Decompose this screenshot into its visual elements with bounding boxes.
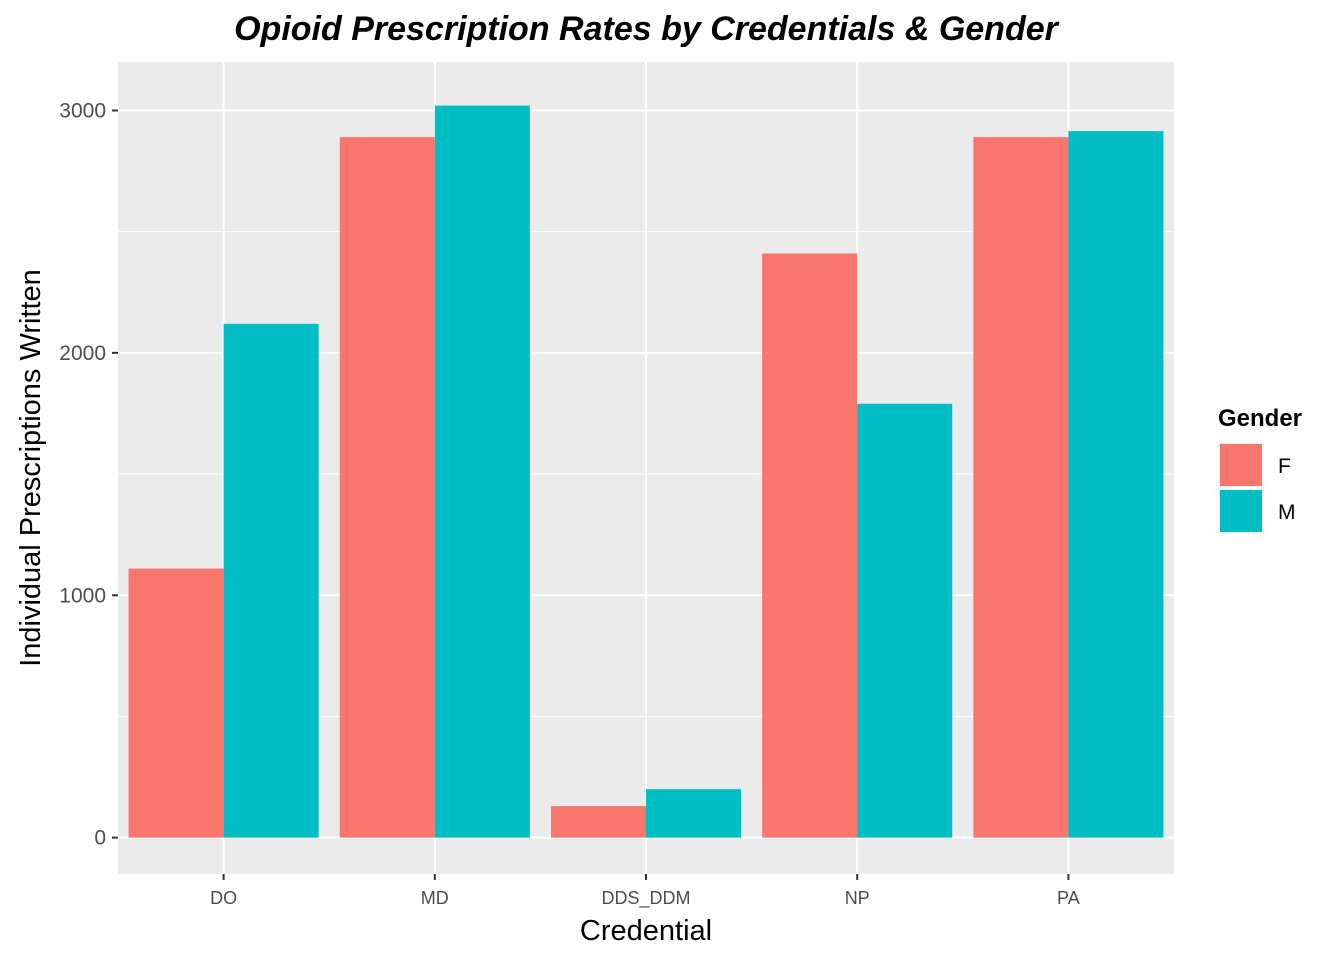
legend-label-m: M [1278, 501, 1296, 524]
bar-dds_ddm-m [646, 789, 742, 838]
bar-md-f [339, 137, 435, 838]
bars [128, 105, 1164, 838]
x-tick-label: DDS_DDM [601, 888, 690, 909]
legend-swatch-f [1220, 444, 1262, 486]
legend-title: Gender [1218, 405, 1302, 432]
x-axis-title: Credential [580, 915, 712, 947]
bar-np-f [762, 253, 858, 838]
bar-pa-f [973, 137, 1069, 838]
y-tick-label: 2000 [59, 342, 106, 365]
bar-md-m [434, 105, 530, 838]
bar-do-m [223, 323, 319, 838]
bar-pa-m [1068, 131, 1164, 838]
y-axis-title: Individual Prescriptions Written [15, 269, 47, 667]
legend-label-f: F [1278, 455, 1291, 478]
legend-swatch-m [1220, 490, 1262, 532]
y-tick-label: 0 [94, 827, 106, 850]
chart-title: Opioid Prescription Rates by Credentials… [234, 10, 1060, 48]
legend: Gender FM [1218, 405, 1302, 533]
x-tick-label: MD [421, 888, 449, 908]
bar-do-f [128, 568, 224, 838]
bar-dds_ddm-f [550, 806, 646, 838]
x-axis: DO MD DDS_DDM NP PA [210, 874, 1080, 909]
y-tick-label: 3000 [59, 99, 106, 122]
y-tick-label: 1000 [59, 584, 106, 607]
bar-np-m [857, 403, 953, 838]
x-tick-label: NP [845, 888, 870, 908]
x-tick-label: DO [210, 888, 237, 908]
x-tick-label: PA [1057, 888, 1080, 908]
y-axis: 0 1000 2000 3000 [59, 99, 118, 850]
